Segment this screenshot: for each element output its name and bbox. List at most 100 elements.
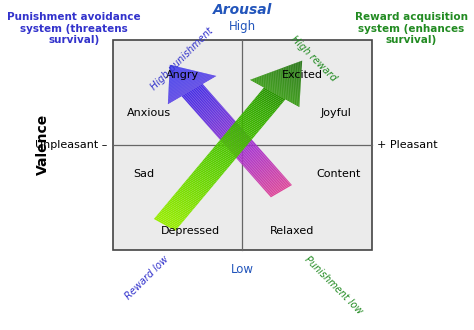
Polygon shape — [168, 74, 210, 99]
Polygon shape — [161, 210, 183, 223]
Polygon shape — [249, 161, 272, 174]
Polygon shape — [237, 119, 259, 132]
Polygon shape — [207, 112, 228, 125]
Polygon shape — [196, 100, 218, 114]
Text: Anxious: Anxious — [127, 108, 171, 118]
Polygon shape — [285, 66, 301, 76]
Polygon shape — [199, 164, 221, 177]
Polygon shape — [255, 78, 300, 102]
Polygon shape — [257, 94, 280, 107]
Polygon shape — [169, 67, 180, 74]
FancyBboxPatch shape — [113, 40, 372, 250]
Polygon shape — [168, 72, 202, 92]
Polygon shape — [286, 66, 301, 75]
Polygon shape — [201, 105, 222, 118]
Polygon shape — [248, 105, 271, 118]
Polygon shape — [222, 129, 244, 143]
Polygon shape — [229, 128, 251, 142]
Polygon shape — [242, 113, 264, 126]
Polygon shape — [211, 117, 233, 131]
Polygon shape — [270, 184, 292, 197]
Polygon shape — [218, 142, 240, 154]
Polygon shape — [290, 65, 301, 72]
Polygon shape — [258, 171, 280, 184]
Polygon shape — [228, 130, 250, 143]
Polygon shape — [191, 173, 214, 186]
Polygon shape — [238, 148, 260, 161]
Polygon shape — [175, 193, 197, 206]
Polygon shape — [201, 161, 224, 174]
Polygon shape — [279, 69, 301, 81]
Polygon shape — [227, 136, 249, 149]
Polygon shape — [169, 70, 192, 84]
Polygon shape — [296, 62, 302, 66]
Polygon shape — [179, 187, 202, 201]
Polygon shape — [262, 175, 284, 188]
Polygon shape — [169, 70, 193, 84]
Polygon shape — [195, 169, 217, 182]
Polygon shape — [180, 186, 203, 199]
Polygon shape — [252, 79, 300, 105]
Polygon shape — [173, 194, 196, 207]
Polygon shape — [169, 68, 185, 78]
Polygon shape — [216, 144, 238, 157]
Polygon shape — [168, 76, 217, 104]
Polygon shape — [295, 63, 302, 67]
Polygon shape — [246, 157, 268, 170]
Polygon shape — [170, 66, 175, 70]
Polygon shape — [212, 118, 234, 132]
Polygon shape — [259, 76, 300, 99]
Polygon shape — [170, 65, 173, 67]
Polygon shape — [265, 74, 300, 93]
Polygon shape — [185, 88, 207, 101]
Polygon shape — [170, 66, 174, 69]
Polygon shape — [240, 151, 263, 164]
Polygon shape — [283, 67, 301, 77]
Polygon shape — [251, 102, 273, 115]
Polygon shape — [169, 72, 199, 89]
Polygon shape — [195, 99, 217, 113]
Polygon shape — [252, 101, 274, 114]
Polygon shape — [192, 172, 215, 185]
Polygon shape — [169, 67, 182, 75]
Polygon shape — [226, 135, 248, 148]
Polygon shape — [154, 218, 176, 231]
Polygon shape — [168, 75, 213, 101]
Polygon shape — [256, 169, 279, 182]
Polygon shape — [201, 106, 223, 119]
Polygon shape — [169, 68, 184, 77]
Text: Reward acquisition
system (enhances
survival): Reward acquisition system (enhances surv… — [355, 12, 468, 45]
Polygon shape — [198, 165, 220, 178]
Polygon shape — [242, 153, 264, 166]
Polygon shape — [213, 119, 235, 133]
Polygon shape — [210, 150, 233, 164]
Polygon shape — [202, 160, 225, 173]
Polygon shape — [169, 71, 196, 87]
Polygon shape — [281, 68, 301, 79]
Polygon shape — [168, 73, 206, 95]
Polygon shape — [170, 65, 173, 68]
Polygon shape — [247, 159, 270, 172]
Polygon shape — [169, 71, 198, 88]
Text: + Pleasant: + Pleasant — [377, 140, 438, 150]
Polygon shape — [191, 95, 213, 108]
Polygon shape — [163, 207, 185, 220]
Polygon shape — [169, 68, 183, 76]
Polygon shape — [169, 71, 197, 88]
Polygon shape — [206, 111, 228, 124]
Polygon shape — [191, 94, 212, 107]
Polygon shape — [168, 74, 208, 97]
Polygon shape — [219, 126, 241, 140]
Polygon shape — [246, 107, 269, 120]
Polygon shape — [226, 132, 248, 146]
Polygon shape — [260, 173, 282, 186]
Polygon shape — [260, 76, 300, 98]
Polygon shape — [299, 61, 302, 63]
Polygon shape — [213, 147, 236, 160]
Polygon shape — [204, 157, 227, 170]
Polygon shape — [168, 73, 204, 94]
Polygon shape — [216, 122, 237, 136]
Polygon shape — [300, 61, 302, 62]
Polygon shape — [276, 70, 301, 84]
Polygon shape — [178, 189, 201, 202]
